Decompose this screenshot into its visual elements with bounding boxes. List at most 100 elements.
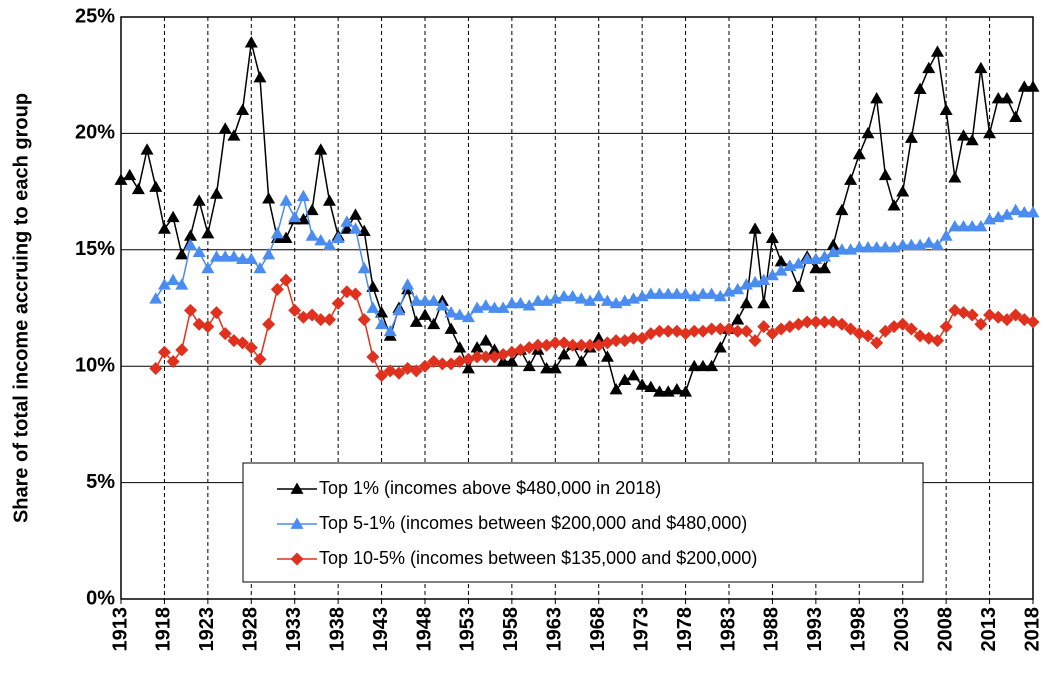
marker [175, 278, 189, 290]
marker [166, 355, 180, 369]
marker [157, 278, 171, 290]
marker [227, 250, 241, 262]
marker [844, 173, 858, 185]
marker [210, 250, 224, 262]
marker [444, 322, 458, 334]
marker [244, 252, 258, 264]
marker [357, 313, 371, 327]
marker [870, 91, 884, 104]
y-tick-label: 25% [75, 5, 115, 27]
legend-label: Top 10-5% (incomes between $135,000 and … [319, 548, 757, 568]
marker [965, 220, 979, 232]
marker [505, 355, 519, 367]
marker [279, 231, 293, 244]
marker [635, 378, 649, 390]
x-tick-label: 1998 [848, 607, 870, 652]
marker [461, 310, 475, 323]
marker [809, 261, 823, 274]
marker [279, 194, 293, 206]
x-tick-label: 1953 [457, 607, 479, 652]
marker [696, 287, 710, 299]
marker [852, 240, 866, 253]
marker [357, 261, 371, 274]
legend-marker [290, 552, 304, 566]
marker [896, 317, 910, 331]
marker [765, 231, 779, 244]
marker [296, 189, 310, 202]
marker [1000, 208, 1014, 220]
marker [626, 369, 640, 381]
marker [939, 320, 953, 334]
marker [435, 357, 449, 371]
marker [696, 359, 710, 372]
marker [1017, 206, 1031, 218]
marker [409, 315, 423, 327]
x-tick-label: 1963 [544, 607, 566, 652]
marker [774, 264, 788, 276]
marker [1026, 206, 1040, 218]
marker [991, 91, 1005, 104]
marker [887, 199, 901, 211]
marker [557, 348, 571, 360]
marker [375, 306, 389, 318]
marker [852, 147, 866, 160]
marker [375, 317, 389, 330]
marker [514, 296, 528, 309]
marker [870, 240, 884, 253]
marker [870, 336, 884, 350]
marker [965, 133, 979, 146]
legend-marker [290, 482, 304, 494]
marker [626, 331, 640, 345]
marker [835, 317, 849, 331]
marker [505, 296, 519, 309]
marker [930, 334, 944, 348]
marker [609, 334, 623, 348]
marker [609, 382, 623, 395]
marker [288, 210, 302, 223]
marker [861, 329, 875, 343]
marker [279, 273, 293, 287]
marker [288, 303, 302, 317]
marker [349, 208, 363, 220]
marker [904, 322, 918, 336]
marker [679, 287, 693, 299]
y-tick-label: 20% [75, 122, 115, 144]
marker [913, 82, 927, 95]
marker [114, 173, 128, 185]
x-tick-label: 1988 [761, 607, 783, 652]
marker [939, 103, 953, 115]
y-tick-label: 5% [86, 471, 115, 493]
marker [1000, 313, 1014, 327]
marker [253, 261, 267, 274]
marker [644, 380, 658, 393]
marker [531, 294, 545, 306]
plot-frame [120, 16, 1034, 600]
marker [183, 238, 197, 251]
x-tick-label: 2003 [891, 607, 913, 652]
x-tick-label: 1923 [196, 607, 218, 652]
marker [1026, 80, 1040, 92]
marker [175, 247, 189, 260]
marker [922, 61, 936, 74]
x-tick-label: 1948 [413, 607, 435, 652]
marker [861, 240, 875, 253]
marker [392, 366, 406, 380]
marker [157, 345, 171, 359]
marker [739, 324, 753, 338]
marker [583, 338, 597, 352]
marker [974, 317, 988, 331]
y-tick-label: 0% [86, 587, 115, 609]
marker [183, 229, 197, 241]
marker [765, 268, 779, 281]
marker [227, 129, 241, 141]
marker [1009, 203, 1023, 216]
marker [548, 362, 562, 374]
marker [731, 313, 745, 325]
marker [930, 45, 944, 57]
marker [878, 240, 892, 253]
marker [392, 303, 406, 316]
marker [383, 324, 397, 337]
marker [818, 261, 832, 274]
marker [592, 289, 606, 302]
x-tick-label: 2008 [934, 607, 956, 652]
